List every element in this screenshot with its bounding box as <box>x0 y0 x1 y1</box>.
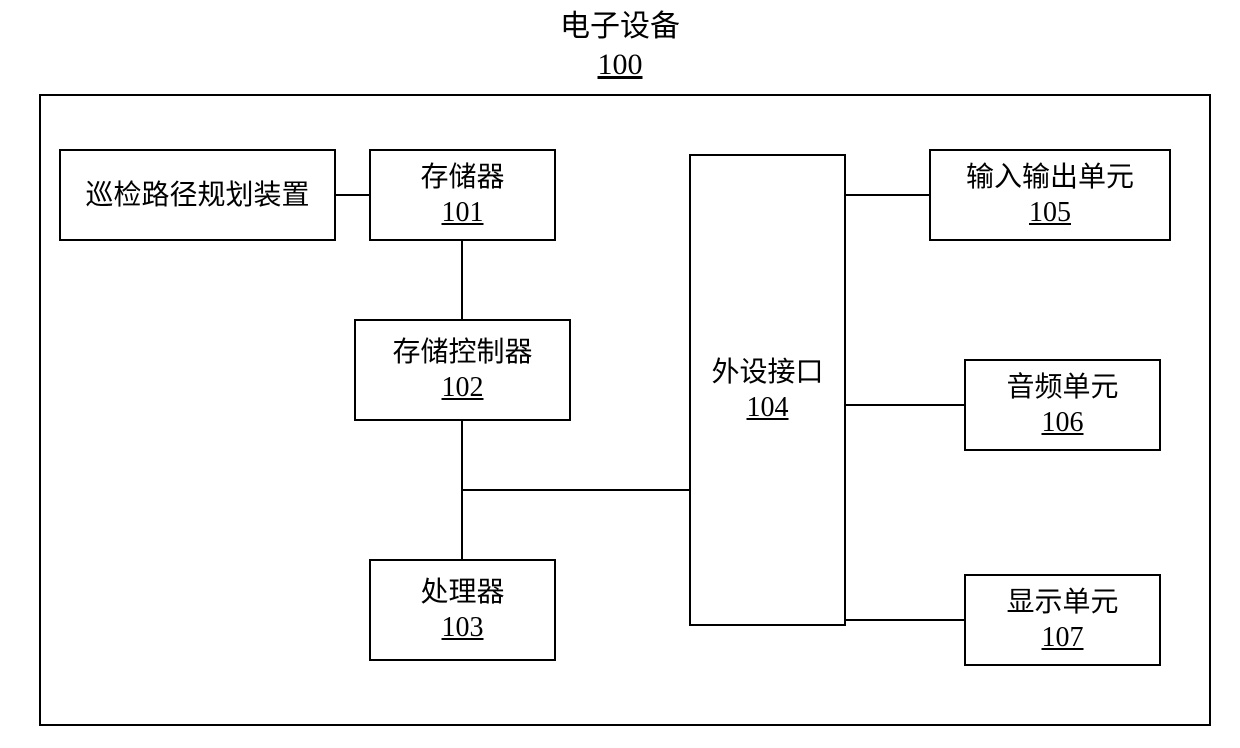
label-periph-number: 104 <box>690 390 845 425</box>
label-cpu: 处理器 103 <box>370 575 555 645</box>
label-memory-number: 101 <box>370 195 555 230</box>
label-memctrl: 存储控制器 102 <box>355 335 570 405</box>
label-memctrl-number: 102 <box>355 370 570 405</box>
label-planner-text: 巡检路径规划装置 <box>60 178 335 213</box>
label-io-text: 输入输出单元 <box>930 160 1170 195</box>
diagram-title-text: 电子设备 <box>0 8 1240 46</box>
label-audio: 音频单元 106 <box>965 370 1160 440</box>
label-memory-text: 存储器 <box>370 160 555 195</box>
label-cpu-number: 103 <box>370 610 555 645</box>
label-memory: 存储器 101 <box>370 160 555 230</box>
label-cpu-text: 处理器 <box>370 575 555 610</box>
label-memctrl-text: 存储控制器 <box>355 335 570 370</box>
label-display-number: 107 <box>965 620 1160 655</box>
label-display-text: 显示单元 <box>965 585 1160 620</box>
diagram-title-number: 100 <box>0 46 1240 84</box>
label-periph: 外设接口 104 <box>690 355 845 425</box>
label-planner: 巡检路径规划装置 <box>60 178 335 213</box>
label-audio-text: 音频单元 <box>965 370 1160 405</box>
diagram-canvas: 电子设备 100 巡检路径规划装置 存储器 101 存储控制器 102 处理器 … <box>0 0 1240 748</box>
diagram-title: 电子设备 100 <box>0 8 1240 83</box>
label-periph-text: 外设接口 <box>690 355 845 390</box>
label-display: 显示单元 107 <box>965 585 1160 655</box>
label-io: 输入输出单元 105 <box>930 160 1170 230</box>
label-audio-number: 106 <box>965 405 1160 440</box>
label-io-number: 105 <box>930 195 1170 230</box>
